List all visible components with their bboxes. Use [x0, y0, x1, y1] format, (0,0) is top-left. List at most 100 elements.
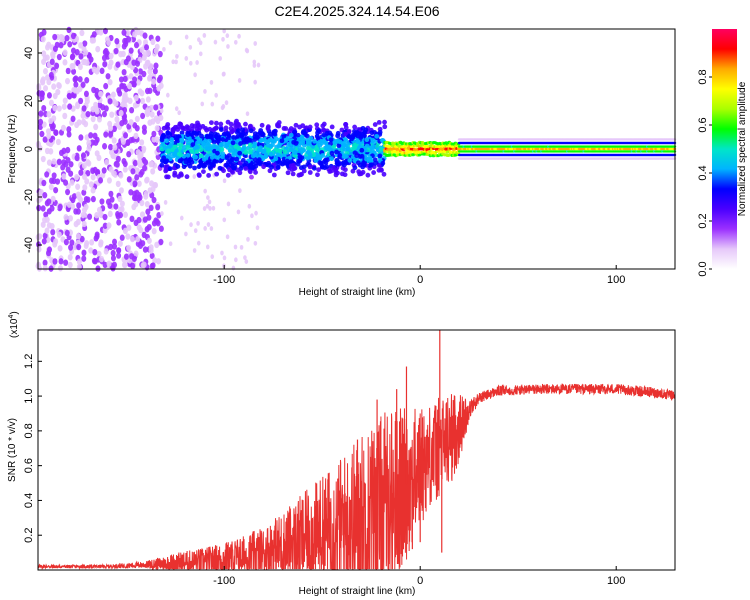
spectrogram-cell	[108, 124, 114, 132]
spectrogram-cell	[113, 203, 119, 210]
spectrogram-cell	[311, 152, 316, 158]
spectrogram-cells	[35, 26, 677, 272]
spectrogram-cell	[182, 126, 187, 132]
spectrogram-cell	[146, 75, 152, 82]
spectrogram-cell	[150, 262, 156, 269]
spectrogram-cell	[336, 143, 342, 148]
snr-scale-note-exp: 4	[8, 315, 15, 319]
spectrogram-cell	[337, 152, 343, 158]
spectrogram-cell	[202, 33, 207, 38]
spectrogram-cell	[52, 258, 58, 265]
spectrogram-cell	[247, 142, 253, 148]
spectrogram-cell	[54, 62, 60, 70]
spectrogram-cell	[258, 138, 264, 144]
spectrogram-cell	[42, 265, 48, 272]
spectrogram-cell	[208, 145, 214, 151]
spectrogram-cell	[119, 82, 125, 90]
colorbar-label: Normalized spectral amplitude	[737, 81, 748, 216]
spectrogram-cell	[80, 152, 86, 159]
spectrogram-cell	[80, 211, 86, 219]
spectrogram-cell	[316, 167, 321, 173]
spectrogram-cell	[120, 50, 126, 58]
spectrogram-cell	[147, 87, 153, 94]
spectrogram-cell	[66, 201, 72, 208]
spectrogram-cell	[131, 59, 137, 66]
spectrogram-cell	[90, 173, 96, 181]
spectrogram-cell	[253, 170, 258, 175]
spectrogram-cell	[175, 164, 181, 169]
spectrogram-cell	[53, 129, 59, 136]
spectrogram-cell	[61, 159, 67, 166]
spectrogram-cell	[138, 171, 144, 178]
spectrogram-cell	[297, 124, 303, 130]
colorbar-tick-label: 0.6	[697, 117, 709, 132]
spectrogram-cell	[184, 174, 190, 180]
spectrogram-cell	[159, 137, 165, 143]
spectrogram-cell	[237, 170, 243, 176]
spectrogram-cell	[151, 130, 157, 138]
spectrogram-cell	[183, 159, 189, 165]
spectrogram-cell	[114, 161, 120, 168]
spectrogram-cell	[82, 184, 88, 191]
spectrogram-cell	[193, 72, 197, 78]
spectrogram-cell	[155, 35, 161, 42]
spectrogram-cell	[44, 54, 50, 61]
spectrogram-cell	[198, 159, 203, 165]
spectrogram-cell	[36, 261, 42, 269]
spectrogram-cell	[66, 126, 72, 133]
spectrogram-cell	[210, 254, 215, 260]
spectrogram-cell	[45, 44, 51, 51]
spectrogram-cell	[43, 211, 49, 218]
spectrogram-cell	[98, 177, 104, 184]
spectrogram-x-ticks: -100 0 100	[213, 265, 625, 286]
spectrogram-cell	[179, 172, 184, 178]
spectrogram-cell	[56, 158, 62, 166]
spectrogram-cell	[93, 235, 99, 242]
spectrogram-cell	[209, 226, 214, 231]
spectrogram-cell	[296, 158, 301, 164]
spectrogram-cell	[233, 244, 238, 250]
spectrogram-cell	[207, 199, 212, 205]
spectrogram-cell	[122, 37, 128, 45]
spectrogram-cell	[208, 166, 213, 171]
spectrogram-cell	[118, 109, 124, 117]
colorbar: 0.0 0.2 0.4 0.6 0.8 Normalized spectral ampl…	[697, 29, 748, 277]
spectrogram-cell	[130, 168, 136, 175]
spectrogram-cell	[208, 206, 212, 211]
spectrogram-cell	[57, 203, 63, 211]
spectrogram-cell	[213, 39, 218, 45]
spectrogram-cell	[144, 44, 150, 51]
spectrogram-cell	[51, 83, 57, 90]
spectrogram-cell	[314, 122, 320, 128]
spectrogram-cell	[290, 171, 296, 177]
spectrogram-cell	[301, 137, 306, 143]
spectrogram-cell	[370, 137, 376, 143]
spectrogram-cell	[75, 191, 81, 198]
spectrogram-cell	[81, 220, 87, 228]
spectrogram-cell	[128, 47, 134, 54]
spectrogram-cell	[145, 208, 151, 215]
spectrogram-cell	[122, 211, 128, 218]
spectrogram-cell	[68, 170, 74, 177]
colorbar-tick-label: 0.2	[697, 213, 709, 228]
spectrogram-cell	[243, 160, 249, 166]
spectrogram-cell	[222, 178, 227, 184]
spectrogram-cell	[153, 62, 159, 69]
spectrogram-cell	[322, 159, 327, 164]
spectrogram-cell	[156, 85, 162, 92]
spectrogram-cell	[156, 212, 162, 219]
spectrogram-cell	[84, 240, 90, 247]
colorbar-ticks: 0.0 0.2 0.4 0.6 0.8	[697, 69, 712, 277]
spectrogram-cell	[150, 168, 156, 175]
spectrogram-cell	[271, 172, 277, 178]
spectrogram-cell	[70, 32, 76, 40]
spectrogram-cell	[61, 173, 67, 180]
spectrogram-cell	[236, 209, 241, 215]
spectrogram-cell	[368, 162, 374, 168]
spectrogram-cell	[148, 204, 154, 212]
spectrogram-cell	[252, 136, 258, 142]
spectrogram-cell	[107, 63, 113, 70]
spectrogram-cell	[155, 204, 161, 211]
spectrogram-cell	[369, 130, 375, 136]
spectrogram-cell	[222, 71, 226, 77]
